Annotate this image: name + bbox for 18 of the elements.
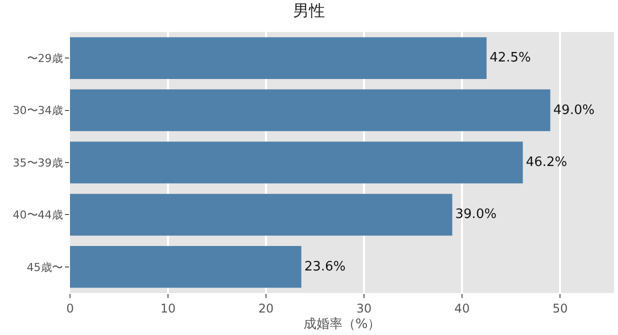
chart-title: 男性 (293, 1, 325, 20)
data-label: 42.5% (490, 50, 531, 66)
data-label: 39.0% (455, 207, 497, 222)
y-tick-label: 〜29歳 (26, 52, 63, 65)
x-tick-label: 0 (66, 301, 74, 316)
y-tick-label: 30〜34歳 (12, 104, 63, 118)
data-label: 23.6% (304, 259, 346, 274)
y-tick-label: 45歳〜 (26, 260, 63, 274)
y-tick-label: 40〜44歳 (12, 208, 63, 222)
x-axis-title: 成婚率（%） (303, 316, 381, 332)
x-tick-label: 20 (258, 301, 274, 316)
x-tick-label: 50 (552, 301, 568, 316)
data-label: 46.2% (526, 155, 568, 170)
x-tick-label: 10 (160, 301, 176, 316)
y-tick-label: 35〜39歳 (12, 156, 63, 170)
data-label: 49.0% (553, 102, 595, 118)
x-tick-label: 30 (356, 301, 372, 316)
x-tick-label: 40 (454, 301, 470, 316)
